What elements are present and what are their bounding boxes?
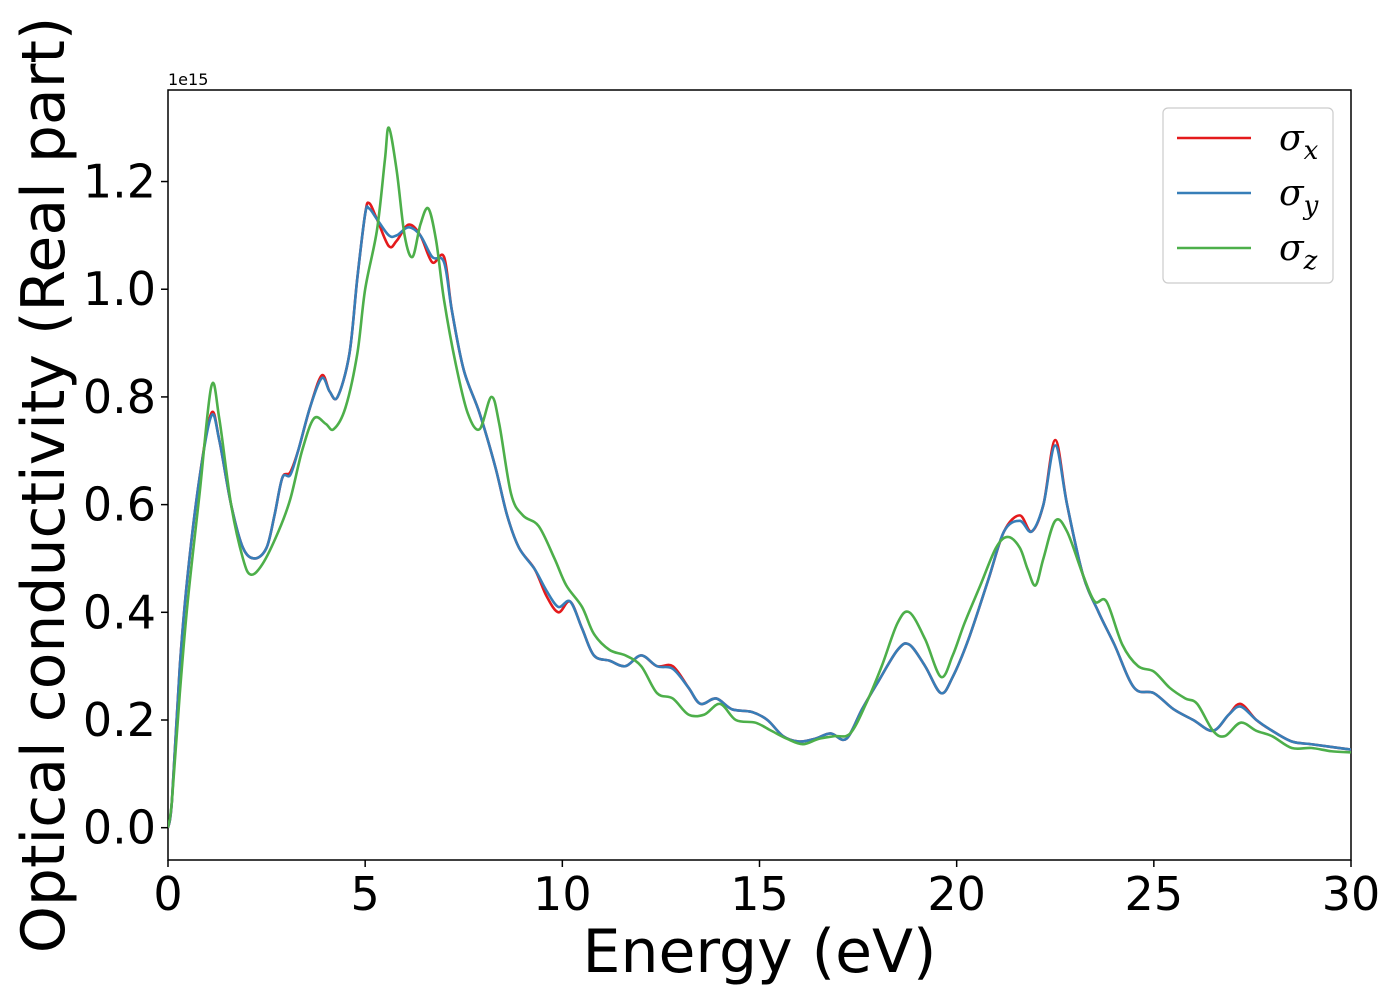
series-line-x bbox=[168, 201, 1351, 828]
x-tick-label: 5 bbox=[351, 867, 380, 921]
series-line-z bbox=[168, 126, 1351, 828]
legend-box bbox=[1162, 107, 1334, 284]
y-tick-label: 0.8 bbox=[83, 370, 156, 424]
y-axis: 0.0 0.2 0.4 0.6 0.8 1.0 1.2 bbox=[83, 155, 168, 855]
y-tick-label: 1.0 bbox=[83, 262, 156, 316]
x-tick-label: 30 bbox=[1322, 867, 1381, 921]
y-tick-label: 0.2 bbox=[83, 693, 156, 747]
y-tick-label: 0.4 bbox=[83, 585, 156, 639]
x-tick-label: 15 bbox=[730, 867, 789, 921]
x-axis-label: Energy (eV) bbox=[583, 917, 937, 987]
y-tick-label: 0.0 bbox=[83, 801, 156, 855]
y-tick-label: 0.6 bbox=[83, 478, 156, 532]
x-tick-label: 10 bbox=[533, 867, 592, 921]
x-tick-label: 20 bbox=[927, 867, 986, 921]
series-line-y bbox=[168, 205, 1351, 828]
x-axis: 0 5 10 15 20 25 30 bbox=[153, 860, 1380, 921]
y-axis-label: Optical conductivity (Real part) bbox=[9, 17, 79, 954]
legend-label-z: σz bbox=[1279, 228, 1318, 276]
y-axis-offset-label: 1e15 bbox=[168, 70, 208, 89]
series-layer bbox=[168, 126, 1351, 828]
x-tick-label: 25 bbox=[1125, 867, 1184, 921]
x-tick-label: 0 bbox=[153, 867, 182, 921]
y-tick-label: 1.2 bbox=[83, 155, 156, 209]
